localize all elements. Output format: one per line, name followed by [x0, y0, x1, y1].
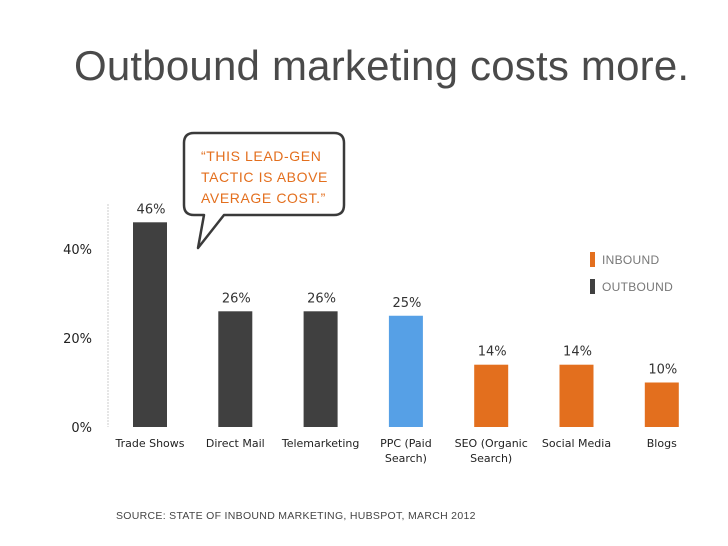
value-labels: 46% 26% 26% 25% 14% 14% 10% [137, 202, 678, 377]
category-label: Social Media [542, 437, 611, 450]
category-label: Search) [385, 452, 427, 465]
bars [133, 222, 679, 427]
category-label: Direct Mail [206, 437, 265, 450]
bar [218, 311, 253, 427]
callout-bubble [182, 131, 346, 250]
value-label: 10% [648, 363, 677, 378]
bar [388, 315, 423, 427]
bar [644, 382, 679, 427]
category-label: PPC (Paid [380, 437, 432, 450]
y-tick-label: 40% [63, 243, 92, 258]
category-label: SEO (Organic [455, 437, 528, 450]
legend-label: OUTBOUND [602, 280, 673, 294]
callout: “THIS LEAD-GEN TACTIC IS ABOVE AVERAGE C… [182, 131, 346, 250]
bar [303, 311, 338, 427]
value-label: 14% [563, 345, 592, 360]
y-tick-label: 0% [71, 421, 92, 436]
value-label: 46% [137, 202, 166, 217]
callout-line: “THIS LEAD-GEN [201, 148, 321, 164]
category-label: Blogs [647, 437, 677, 450]
source-note: SOURCE: STATE OF INBOUND MARKETING, HUBS… [116, 510, 476, 522]
value-label: 25% [392, 296, 421, 311]
category-label: Trade Shows [114, 437, 184, 450]
category-label: Search) [470, 452, 512, 465]
legend-swatch [590, 252, 595, 267]
bar [133, 222, 167, 427]
legend: INBOUND OUTBOUND [590, 252, 673, 294]
value-label: 26% [307, 291, 336, 306]
y-tick-labels: 0% 20% 40% [63, 243, 92, 436]
y-tick-label: 20% [63, 332, 92, 347]
category-labels: Trade Shows Direct Mail Telemarketing PPC (… [114, 437, 677, 465]
page-title: Outbound marketing costs more. [74, 42, 690, 89]
callout-line: AVERAGE COST.” [201, 190, 326, 206]
bar [474, 364, 509, 427]
legend-swatch [590, 279, 595, 294]
legend-label: INBOUND [602, 253, 659, 267]
value-label: 26% [222, 291, 251, 306]
callout-line: TACTIC IS ABOVE [201, 169, 328, 185]
category-label: Telemarketing [281, 437, 360, 450]
bar [559, 364, 594, 427]
value-label: 14% [478, 345, 507, 360]
